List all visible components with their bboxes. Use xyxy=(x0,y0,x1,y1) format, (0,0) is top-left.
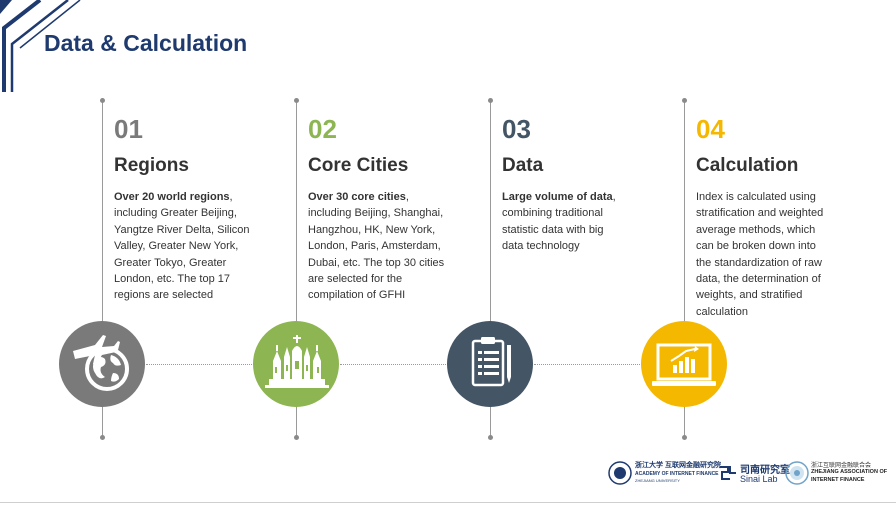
connector-line xyxy=(534,364,642,365)
connector-line xyxy=(340,364,448,365)
corner-decoration xyxy=(0,0,81,92)
globe-plane-icon xyxy=(59,321,145,407)
logo-text: ZHEJIANG UNIVERSITY xyxy=(635,478,680,483)
step-calculation: 04 Calculation Index is calculated using… xyxy=(696,114,846,320)
logo-text: 浙江大学 互联网金融研究院 xyxy=(635,462,721,469)
step-description: Over 20 world regions, including Greater… xyxy=(114,189,254,304)
step-number: 01 xyxy=(114,114,143,144)
step-description: Index is calculated using stratification… xyxy=(696,189,828,320)
timeline-dot xyxy=(100,98,105,103)
logo-text: ZHEJIANG ASSOCIATION OF xyxy=(811,469,888,475)
step-data: 03 Data Large volume of data, combining … xyxy=(502,114,652,255)
step-number: 04 xyxy=(696,114,725,144)
timeline-line-2 xyxy=(296,100,297,438)
step-description: Over 30 core cities, including Beijing, … xyxy=(308,189,450,304)
step-regions: 01 Regions Over 20 world regions, includ… xyxy=(114,114,264,304)
logo-text: 司南研究室 xyxy=(740,465,790,476)
step-heading: Calculation xyxy=(696,155,799,176)
step-number: 03 xyxy=(502,114,531,144)
city-buildings-icon xyxy=(253,321,339,407)
step-heading: Regions xyxy=(114,155,189,176)
step-core-cities: 02 Core Cities Over 30 core cities, incl… xyxy=(308,114,458,304)
footer-divider xyxy=(0,502,896,503)
logo-text: INTERNET FINANCE xyxy=(811,477,865,483)
connector-line xyxy=(146,364,254,365)
step-highlight: Large volume of data xyxy=(502,191,613,203)
timeline-dot xyxy=(488,435,493,440)
logo-text: ACADEMY OF INTERNET FINANCE xyxy=(635,471,719,477)
step-text: , including Beijing, Shanghai, Hangzhou,… xyxy=(308,191,445,302)
timeline-line-3 xyxy=(490,100,491,438)
timeline-dot xyxy=(294,435,299,440)
step-text: , combining traditional statistic data w… xyxy=(502,191,616,253)
step-description: Large volume of data, combining traditio… xyxy=(502,189,620,255)
clipboard-icon xyxy=(447,321,533,407)
step-number: 02 xyxy=(308,114,337,144)
laptop-chart-icon xyxy=(641,321,727,407)
page-title: Data & Calculation xyxy=(44,30,248,56)
timeline-line-1 xyxy=(102,100,103,438)
logo-text: Sinai Lab xyxy=(740,474,778,484)
step-highlight: Over 30 core cities xyxy=(308,191,406,203)
timeline-dot xyxy=(682,98,687,103)
step-text: Index is calculated using stratification… xyxy=(696,191,824,318)
logo-text: 浙江互联网金融联合会 xyxy=(811,463,872,469)
timeline-dot xyxy=(294,98,299,103)
step-heading: Data xyxy=(502,155,544,176)
step-text: , including Greater Beijing, Yangtze Riv… xyxy=(114,191,250,302)
step-highlight: Over 20 world regions xyxy=(114,191,230,203)
timeline-dot xyxy=(488,98,493,103)
timeline-dot xyxy=(682,435,687,440)
timeline-dot xyxy=(100,435,105,440)
timeline-line-4 xyxy=(684,100,685,438)
step-heading: Core Cities xyxy=(308,155,409,176)
